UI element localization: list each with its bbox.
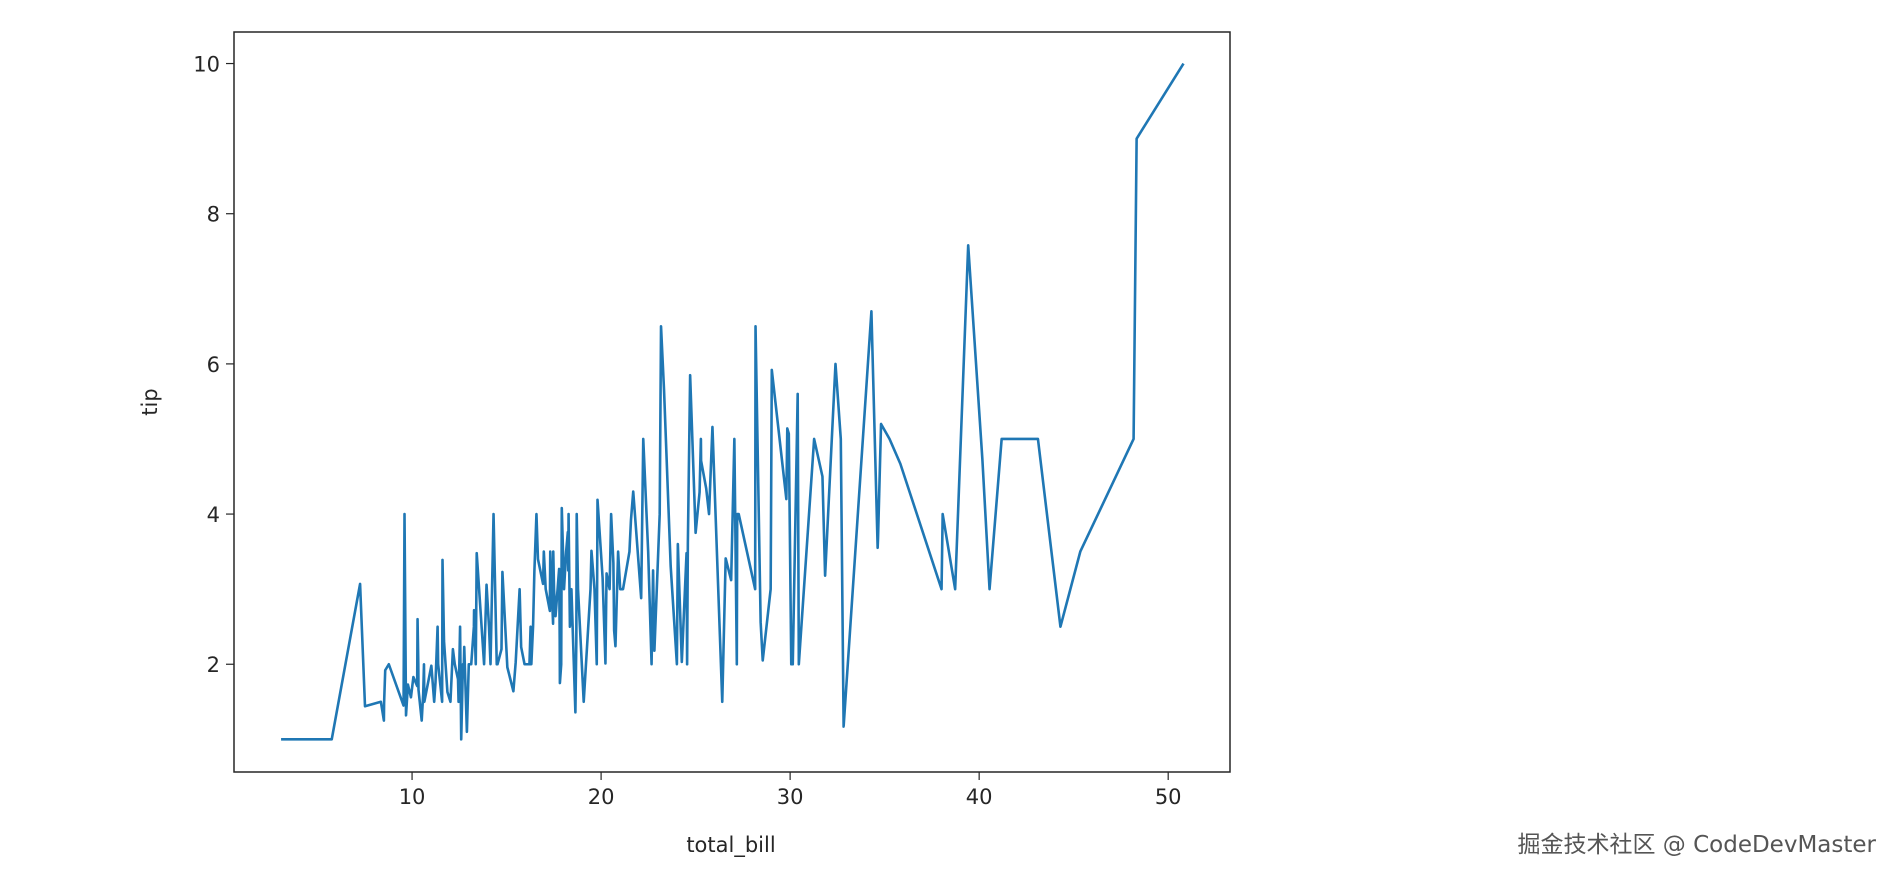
x-axis-label: total_bill xyxy=(686,833,775,858)
y-tick-label: 2 xyxy=(207,653,220,677)
y-tick-label: 8 xyxy=(207,203,220,227)
y-tick-label: 6 xyxy=(207,353,220,377)
x-tick-label: 20 xyxy=(588,785,615,809)
x-tick-label: 40 xyxy=(966,785,993,809)
x-tick-label: 30 xyxy=(777,785,804,809)
plot-frame xyxy=(233,31,1231,773)
x-tick-label: 10 xyxy=(399,785,426,809)
x-tick-label: 50 xyxy=(1155,785,1182,809)
y-axis-label: tip xyxy=(138,388,162,415)
watermark: 掘金技术社区 @ CodeDevMaster xyxy=(1517,832,1876,858)
y-tick-label: 4 xyxy=(207,503,220,527)
y-tick-label: 10 xyxy=(193,53,220,77)
line xyxy=(281,62,1185,741)
